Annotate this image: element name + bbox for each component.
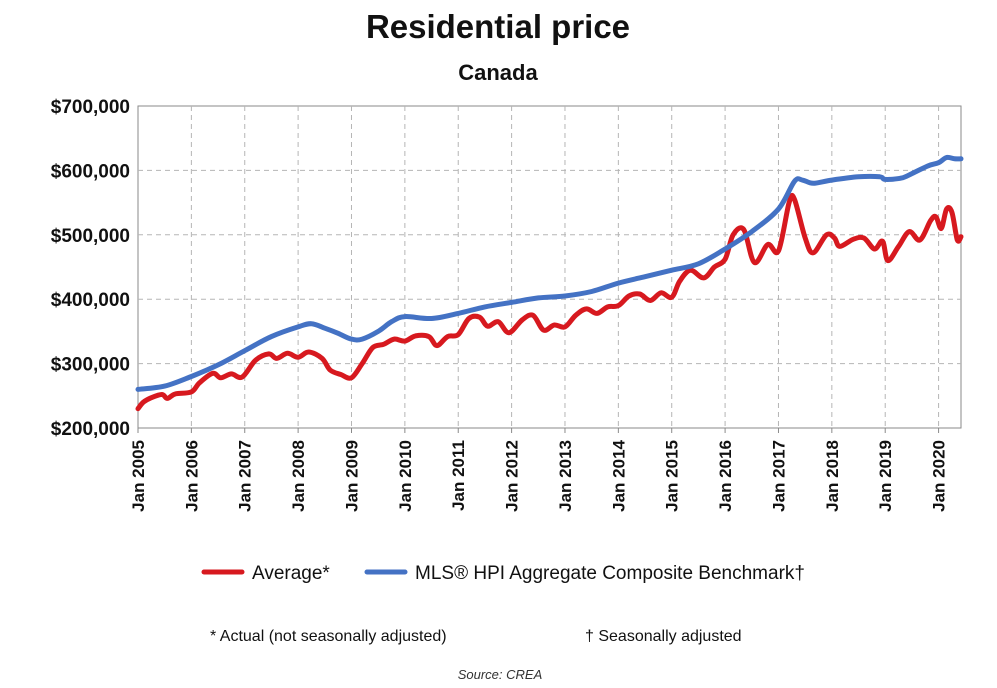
y-tick-label: $200,000 [51,419,130,440]
y-axis-ticks: $200,000 $300,000 $400,000 $500,000 $600,000… [51,97,130,440]
note-actual: * Actual (not seasonally adjusted) [210,628,447,645]
y-tick-label: $600,000 [51,161,130,182]
x-tick-label: Jan 2017 [769,440,788,512]
plot-area [137,105,962,429]
legend-hpi-label: MLS® HPI Aggregate Composite Benchmark† [415,563,805,584]
y-tick-label: $500,000 [51,226,130,247]
x-tick-label: Jan 2008 [289,440,308,512]
x-tick-label: Jan 2016 [716,440,735,512]
x-tick-label: Jan 2015 [663,440,682,512]
note-seasonal: † Seasonally adjusted [585,628,742,645]
x-tick-label: Jan 2010 [396,440,415,512]
y-tick-label: $300,000 [51,355,130,376]
legend-average-label: Average* [252,563,330,584]
x-tick-label: Jan 2012 [503,440,522,512]
x-tick-label: Jan 2013 [556,440,575,512]
chart-title: Residential price [366,8,630,45]
x-tick-label: Jan 2020 [930,440,949,512]
x-tick-label: Jan 2005 [129,440,148,512]
x-tick-label: Jan 2006 [182,440,201,512]
source-note: Source: CREA [458,667,543,682]
x-tick-label: Jan 2009 [342,440,361,512]
y-tick-label: $700,000 [51,97,130,118]
x-tick-label: Jan 2011 [449,440,468,511]
x-tick-label: Jan 2018 [823,440,842,512]
series-average-line [135,193,964,412]
x-tick-label: Jan 2014 [609,439,628,511]
chart-subtitle: Canada [458,60,538,85]
series-lines [135,154,964,412]
legend: Average* MLS® HPI Aggregate Composite Be… [201,563,805,584]
x-axis-ticks: Jan 2005 Jan 2006 Jan 2007 Jan 2008 Jan 2009… [129,428,949,512]
y-tick-label: $400,000 [51,290,130,311]
x-tick-label: Jan 2007 [236,440,255,512]
series-hpi-line [135,154,964,392]
x-tick-label: Jan 2019 [876,440,895,512]
